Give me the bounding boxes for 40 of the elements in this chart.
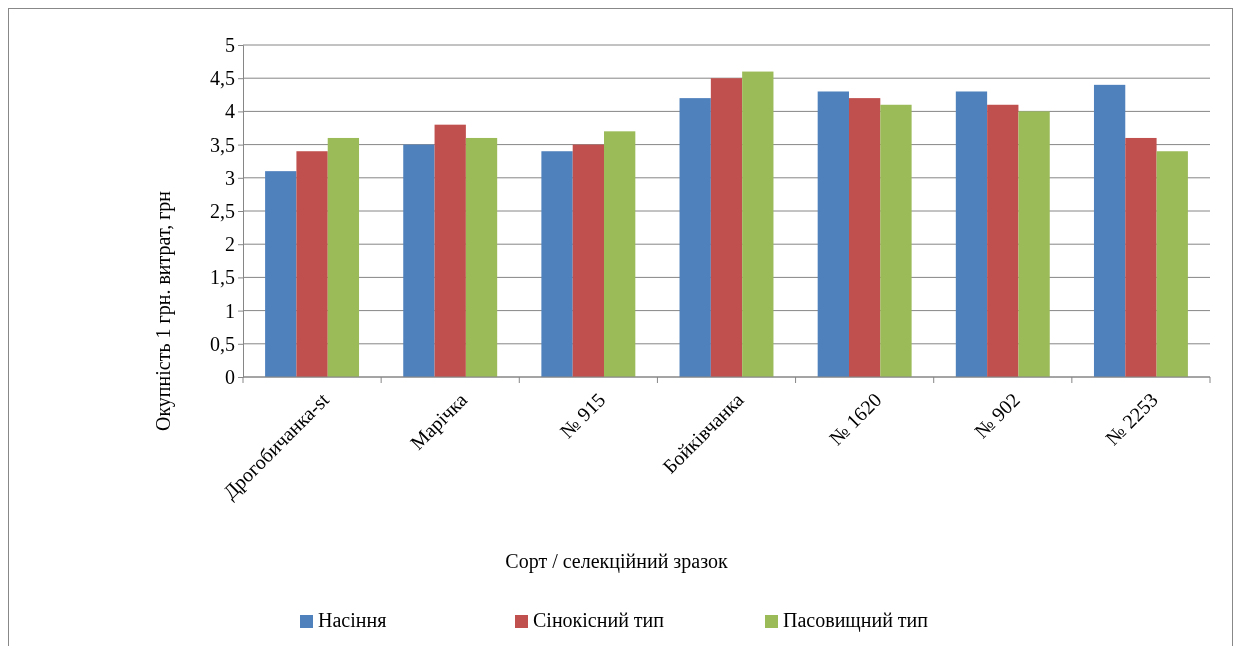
- bar: [679, 98, 711, 377]
- bar: [541, 151, 573, 377]
- y-tick-label: 0,5: [210, 332, 235, 355]
- y-tick-label: 3: [225, 166, 235, 189]
- bar: [296, 151, 328, 377]
- x-tick-label: № 902: [969, 388, 1024, 443]
- bar: [465, 137, 498, 377]
- y-tick-label: 2,5: [210, 199, 235, 222]
- legend-label: Сінокісний тип: [533, 609, 665, 631]
- y-tick-label: 1,5: [210, 266, 235, 289]
- x-tick-label: № 915: [555, 388, 610, 443]
- y-tick-label: 2: [225, 233, 235, 256]
- bar: [604, 131, 636, 377]
- bar: [710, 78, 743, 377]
- bar: [848, 98, 881, 377]
- legend-label: Насіння: [318, 609, 387, 631]
- y-tick-label: 1: [225, 299, 235, 322]
- bar: [572, 144, 605, 377]
- bar: [742, 71, 774, 377]
- bar: [1018, 111, 1050, 377]
- bar: [1093, 84, 1126, 377]
- y-tick-label: 5: [225, 33, 235, 56]
- bar: [1156, 151, 1188, 377]
- legend-label: Пасовищний тип: [783, 609, 929, 632]
- bar: [403, 144, 435, 377]
- bar: [955, 91, 988, 377]
- bar: [1125, 137, 1157, 377]
- bar: [817, 91, 849, 377]
- x-axis-title: Сорт / селекційний зразок: [505, 550, 728, 573]
- bar: [327, 137, 360, 377]
- bar: [434, 124, 466, 377]
- bar: [265, 171, 297, 377]
- y-tick-label: 4: [225, 100, 235, 123]
- y-axis-title: Окупність 1 грн. витрат, грн: [152, 190, 175, 432]
- y-tick-label: 0: [225, 365, 235, 388]
- x-tick-label: № 1620: [824, 388, 886, 450]
- y-tick-label: 4,5: [210, 67, 235, 90]
- bar: [880, 104, 912, 377]
- y-tick-label: 3,5: [210, 133, 235, 156]
- bar: [987, 104, 1019, 377]
